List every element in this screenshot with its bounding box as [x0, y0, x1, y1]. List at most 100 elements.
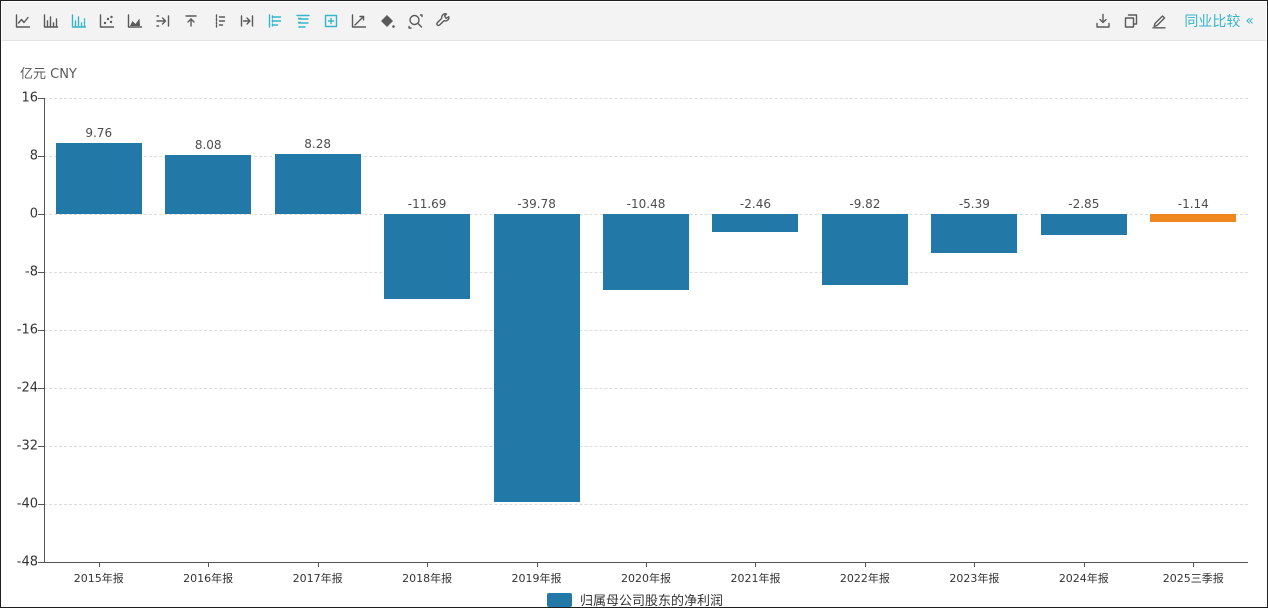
x-axis-tick-label: 2015年报: [73, 572, 124, 585]
x-axis-tick-label: 2016年报: [183, 572, 234, 585]
zoom-area-icon[interactable]: [406, 12, 424, 30]
x-axis-tick: [1083, 562, 1085, 567]
bar-value-label: 8.28: [304, 136, 331, 151]
edit-icon[interactable]: [1150, 12, 1168, 30]
x-axis-tick: [1193, 562, 1195, 567]
gridline: [44, 98, 1248, 99]
y-axis-tick-label: 16: [21, 90, 38, 106]
dashed-axis-icon[interactable]: [210, 12, 228, 30]
toolbar-left-group: [14, 12, 452, 30]
add-panel-icon[interactable]: [322, 12, 340, 30]
toolbar: 同业比较 «: [2, 2, 1266, 41]
scatter-chart-icon[interactable]: [98, 12, 116, 30]
x-axis-tick: [98, 562, 100, 567]
bar-value-label: -1.14: [1177, 197, 1209, 211]
x-axis-tick-label: 2020年报: [621, 572, 671, 585]
gridline: [44, 330, 1248, 331]
gridline: [44, 156, 1248, 157]
legend[interactable]: 归属母公司股东的净利润: [2, 590, 1267, 608]
x-axis-tick-label: 2025三季报: [1162, 572, 1224, 585]
y-axis-tick: [38, 156, 44, 157]
bar-value-label: -2.85: [1068, 197, 1100, 211]
x-axis-tick-label: 2023年报: [949, 572, 1000, 585]
x-axis-tick: [208, 562, 210, 567]
bar-value-label: 9.76: [85, 126, 113, 141]
y-axis-tick: [38, 446, 44, 447]
y-axis-tick: [38, 504, 44, 505]
bar[interactable]: [1150, 214, 1237, 223]
bar[interactable]: [821, 214, 908, 286]
trendline-icon[interactable]: [350, 12, 368, 30]
bar[interactable]: [712, 214, 799, 232]
y-axis-tick-label: -16: [16, 322, 38, 338]
x-axis-tick: [974, 562, 976, 567]
y-axis-tick-label: -40: [16, 496, 38, 512]
y-axis-line: [44, 98, 45, 562]
x-axis-tick-label: 2017年报: [292, 572, 343, 585]
shift-right-alt-icon[interactable]: [238, 12, 256, 30]
x-axis-tick: [427, 562, 429, 567]
copy-icon[interactable]: [1122, 12, 1140, 30]
bar-chart-icon[interactable]: [42, 12, 60, 30]
gridline: [44, 388, 1248, 389]
bar-value-label: -11.69: [407, 197, 447, 211]
peer-compare-label: 同业比较: [1184, 14, 1241, 30]
bar-value-label: 8.08: [194, 138, 222, 153]
x-axis-tick: [646, 562, 647, 567]
x-axis-tick: [755, 562, 757, 567]
y-axis-tick-label: -48: [16, 554, 38, 570]
y-axis-tick-label: -8: [25, 264, 38, 280]
bar[interactable]: [931, 214, 1018, 254]
bar-value-label: -9.82: [849, 197, 881, 211]
bar-dashed-chart-icon[interactable]: [70, 12, 88, 30]
y-axis-tick: [38, 388, 44, 389]
peer-compare-link[interactable]: 同业比较 «: [1184, 11, 1254, 31]
bar[interactable]: [55, 143, 142, 214]
chart-area: 亿元 CNY 16 8 0 -8 -16 -24 -32 -40 -48 9.76 2015年报 8.…: [2, 41, 1267, 608]
toolbar-right-group: 同业比较 «: [1094, 11, 1254, 31]
legend-swatch: [546, 592, 572, 607]
bar[interactable]: [493, 214, 580, 503]
x-axis-tick-label: 2021年报: [730, 572, 781, 585]
legend-top-icon[interactable]: [294, 12, 312, 30]
y-axis-tick-label: 0: [29, 206, 38, 222]
shift-up-icon[interactable]: [182, 12, 200, 30]
y-axis-tick: [38, 214, 44, 215]
gridline: [44, 504, 1248, 505]
legend-left-icon[interactable]: [266, 12, 284, 30]
area-chart-icon[interactable]: [126, 12, 144, 30]
bar-value-label: -5.39: [958, 197, 990, 211]
x-axis-tick-label: 2019年报: [511, 572, 562, 585]
x-axis-tick: [317, 562, 319, 567]
gridline: [44, 446, 1248, 447]
y-axis-tick-label: 8: [29, 148, 38, 164]
collapse-icon[interactable]: «: [1245, 13, 1254, 29]
fill-color-icon[interactable]: [378, 12, 396, 30]
settings-wrench-icon[interactable]: [434, 12, 452, 30]
bar-value-label: -2.46: [739, 197, 771, 211]
y-axis-tick: [38, 330, 44, 331]
x-axis-tick-label: 2022年报: [839, 572, 890, 585]
y-axis-tick-label: -24: [16, 380, 38, 396]
bar-value-label: -39.78: [517, 197, 556, 211]
bar[interactable]: [165, 155, 252, 214]
y-axis-tick: [38, 562, 44, 563]
bar-value-label: -10.48: [626, 197, 666, 211]
y-axis-tick-label: -32: [16, 438, 38, 454]
line-chart-icon[interactable]: [14, 12, 32, 30]
y-axis-tick: [38, 272, 44, 273]
x-axis-tick-label: 2024年报: [1058, 572, 1109, 585]
y-axis-unit-label: 亿元 CNY: [20, 67, 77, 82]
shift-right-icon[interactable]: [154, 12, 172, 30]
legend-label: 归属母公司股东的净利润: [579, 594, 723, 608]
x-axis-tick: [536, 562, 538, 567]
x-axis-tick: [864, 562, 866, 567]
download-icon[interactable]: [1094, 12, 1112, 30]
x-axis-tick-label: 2018年报: [402, 572, 453, 585]
y-axis-tick: [38, 98, 44, 99]
bar[interactable]: [274, 153, 361, 214]
bar[interactable]: [1040, 214, 1127, 235]
bar[interactable]: [603, 214, 689, 290]
bar[interactable]: [384, 214, 471, 299]
